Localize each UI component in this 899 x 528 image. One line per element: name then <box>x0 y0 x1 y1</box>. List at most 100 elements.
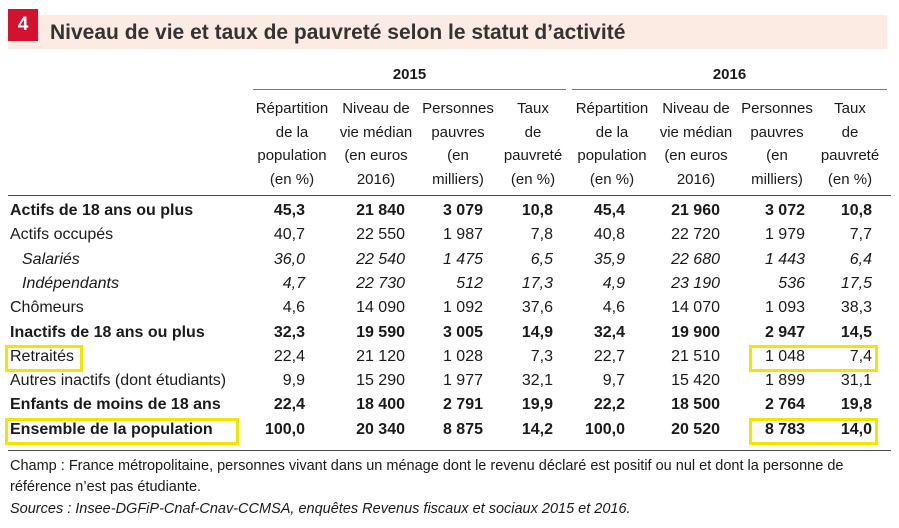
table-cell: 18 500 <box>671 396 720 414</box>
table-row: Autres inactifs (dont étudiants) 9,9 15 29… <box>0 369 899 393</box>
table-row: Enfants de moins de 18 ans 22,4 18 400 2 79… <box>0 393 899 417</box>
table-cell: 536 <box>778 274 805 292</box>
table-cell: 14,9 <box>521 323 553 341</box>
highlight-retraites-label <box>5 345 83 372</box>
table-cell: 40,7 <box>273 226 305 244</box>
column-header: Taux de pauvreté (en %) <box>820 100 880 188</box>
table-cell: 9,7 <box>602 372 625 390</box>
table-cell: 38,3 <box>840 299 872 317</box>
table-cell: 3 079 <box>442 202 483 219</box>
table-row: Actifs de 18 ans ou plus 45,3 21 840 3 079 1… <box>0 199 899 223</box>
year-2015-underline <box>253 89 566 90</box>
row-label: Inactifs de 18 ans ou plus <box>10 323 205 341</box>
sources-note: Sources : Insee-DGFiP-Cnaf-Cnav-CCMSA, e… <box>10 501 631 517</box>
table-cell: 18 400 <box>356 396 405 414</box>
column-header: Niveau de vie médian (en euros 2016) <box>339 100 413 188</box>
table-cell: 22,4 <box>273 396 305 414</box>
table-cell: 14 090 <box>356 299 405 317</box>
table-row: Salariés 36,0 22 540 1 475 6,5 35,9 22 680 1 44… <box>0 248 899 272</box>
header-rule <box>8 195 891 196</box>
row-label: Chômeurs <box>10 299 84 317</box>
table-cell: 31,1 <box>840 372 872 390</box>
table-cell: 45,3 <box>273 202 305 219</box>
table-cell: 8 783 <box>764 420 805 438</box>
table-cell: 7,4 <box>849 347 872 365</box>
table-cell: 21 120 <box>356 347 405 365</box>
table-row: Indépendants 4,7 22 730 512 17,3 4,9 23 190 536… <box>0 272 899 296</box>
year-2015-header: 2015 <box>392 66 427 83</box>
table-cell: 21 960 <box>671 202 720 219</box>
figure-title: Niveau de vie et taux de pauvreté selon … <box>50 21 626 44</box>
table-cell: 10,8 <box>521 202 553 219</box>
table-cell: 2 791 <box>442 396 483 414</box>
table-cell: 7,3 <box>530 347 553 365</box>
table-cell: 19 590 <box>356 323 405 341</box>
table-cell: 19 900 <box>671 323 720 341</box>
column-header: Répartition de la population (en %) <box>255 100 329 188</box>
table-cell: 1 987 <box>442 226 483 244</box>
row-label: Actifs de 18 ans ou plus <box>10 202 194 219</box>
table-cell: 19,8 <box>840 396 872 414</box>
table-cell: 7,7 <box>849 226 872 244</box>
table-cell: 14,2 <box>521 420 553 438</box>
table-cell: 2 764 <box>764 396 805 414</box>
table-cell: 4,6 <box>602 299 625 317</box>
table-cell: 512 <box>456 274 483 292</box>
table-cell: 20 340 <box>356 420 405 438</box>
column-header: Répartition de la population (en %) <box>575 100 649 188</box>
table-cell: 6,4 <box>849 250 872 268</box>
table-cell: 15 290 <box>356 372 405 390</box>
row-label: Autres inactifs (dont étudiants) <box>10 372 227 390</box>
column-header: Personnes pauvres (en milliers) <box>741 100 813 188</box>
table-cell: 17,5 <box>840 274 872 292</box>
table-cell: 40,8 <box>593 226 625 244</box>
column-header: Taux de pauvreté (en %) <box>503 100 563 188</box>
table-cell: 2 947 <box>764 323 805 341</box>
table-cell: 32,4 <box>593 323 625 341</box>
column-header: Personnes pauvres (en milliers) <box>422 100 494 188</box>
table-cell: 1 979 <box>764 226 805 244</box>
table-cell: 3 005 <box>442 323 483 341</box>
table-cell: 4,6 <box>282 299 305 317</box>
table-cell: 4,9 <box>602 274 625 292</box>
table-cell: 14 070 <box>671 299 720 317</box>
footer-rule <box>8 450 891 451</box>
table-cell: 1 475 <box>442 250 483 268</box>
table-cell: 100,0 <box>584 420 625 438</box>
champ-note-line2: référence n’est pas étudiante. <box>10 479 202 495</box>
champ-note-line1: Champ : France métropolitaine, personnes… <box>10 458 844 474</box>
table-cell: 1 048 <box>764 347 805 365</box>
table-cell: 3 072 <box>764 202 805 219</box>
table-row: Inactifs de 18 ans ou plus 32,3 19 590 3 00… <box>0 321 899 345</box>
table-cell: 35,9 <box>593 250 625 268</box>
table-cell: 22,2 <box>593 396 625 414</box>
table-cell: 1 028 <box>442 347 483 365</box>
table-cell: 1 899 <box>764 372 805 390</box>
table-cell: 10,8 <box>840 202 872 219</box>
table-cell: 7,8 <box>530 226 553 244</box>
row-label: Actifs occupés <box>10 226 114 244</box>
table-cell: 22,4 <box>273 347 305 365</box>
figure-number-badge: 4 <box>8 9 38 41</box>
table-row: Actifs occupés 40,7 22 550 1 987 7,8 40,8 22 7… <box>0 223 899 247</box>
title-background <box>8 15 887 49</box>
table-cell: 22,7 <box>593 347 625 365</box>
table-cell: 23 190 <box>671 274 720 292</box>
table-cell: 1 092 <box>442 299 483 317</box>
table-cell: 1 443 <box>764 250 805 268</box>
table-cell: 36,0 <box>273 250 305 268</box>
row-label: Indépendants <box>22 274 119 292</box>
table-cell: 20 520 <box>671 420 720 438</box>
table-row: Ensemble de la population 100,0 20 340 8 87… <box>0 418 899 442</box>
row-label: Salariés <box>22 250 80 268</box>
table-cell: 15 420 <box>671 372 720 390</box>
row-label: Enfants de moins de 18 ans <box>10 396 221 414</box>
table-cell: 8 875 <box>442 420 483 438</box>
column-header: Niveau de vie médian (en euros 2016) <box>659 100 733 188</box>
table-row: Retraités 22,4 21 120 1 028 7,3 22,7 21 510 1 0… <box>0 345 899 369</box>
table-cell: 22 540 <box>356 250 405 268</box>
table-cell: 17,3 <box>521 274 553 292</box>
row-label: Retraités <box>10 347 75 365</box>
table-cell: 100,0 <box>264 420 305 438</box>
highlight-ensemble-label <box>5 418 239 445</box>
